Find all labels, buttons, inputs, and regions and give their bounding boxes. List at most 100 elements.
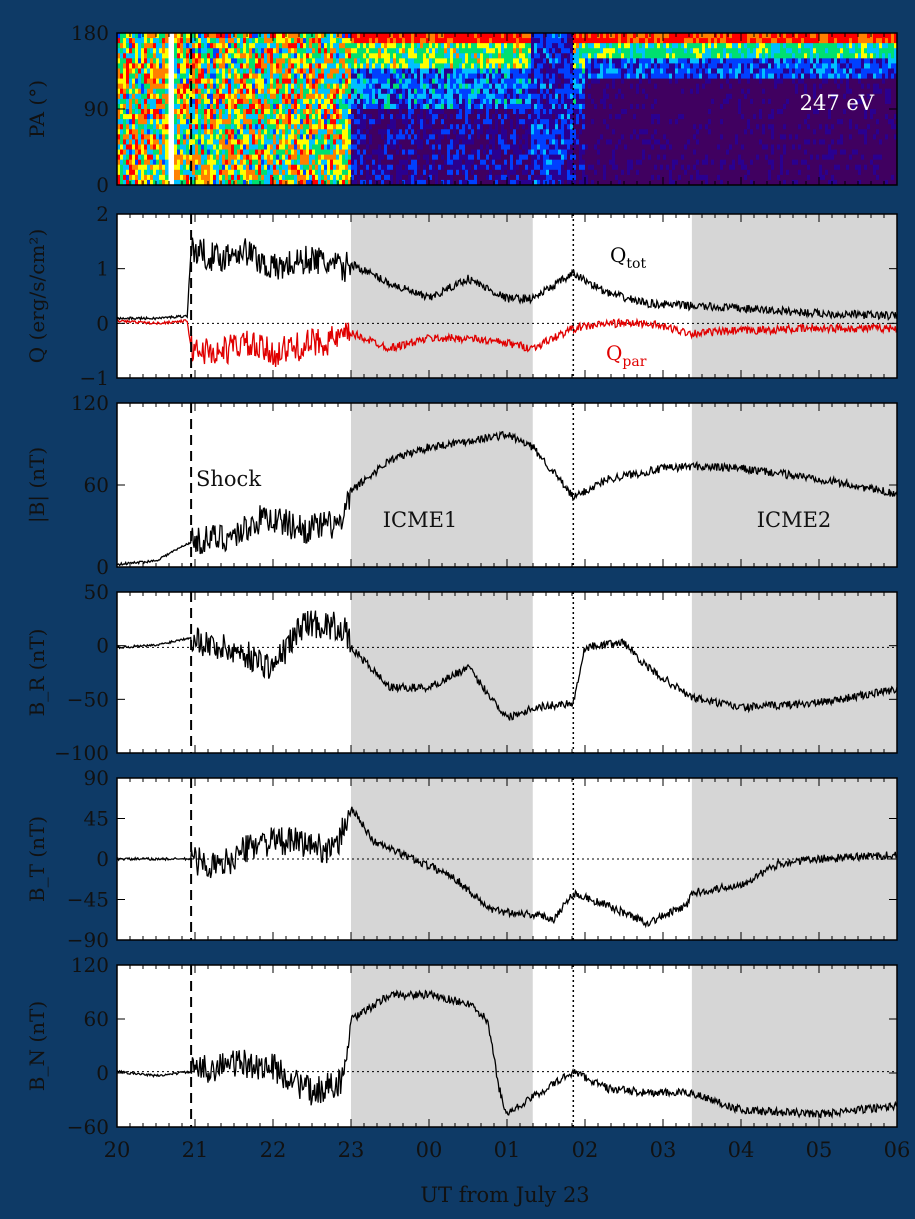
spectrogram-cell — [435, 63, 439, 69]
spectrogram-cell — [510, 129, 514, 135]
spectrogram-cell — [330, 103, 334, 110]
spectrogram-cell — [177, 169, 181, 176]
spectrogram-cell — [156, 169, 160, 176]
spectrogram-cell — [351, 144, 355, 151]
spectrogram-cell — [414, 43, 418, 49]
spectrogram-cell — [294, 43, 298, 49]
spectrogram-cell — [396, 68, 400, 75]
spectrogram-cell — [201, 164, 205, 171]
spectrogram-cell — [618, 114, 622, 120]
spectrogram-cell — [315, 159, 319, 166]
spectrogram-cell — [360, 179, 364, 186]
spectrogram-cell — [300, 174, 304, 181]
spectrogram-cell — [516, 53, 520, 59]
spectrogram-cell — [237, 93, 241, 100]
spectrogram-cell — [195, 144, 199, 151]
spectrogram-cell — [414, 154, 418, 161]
spectrogram-cell — [366, 134, 370, 140]
spectrogram-cell — [384, 109, 388, 115]
spectrogram-cell — [147, 58, 151, 64]
spectrogram-cell — [255, 98, 259, 105]
spectrogram-cell — [159, 48, 163, 54]
spectrogram-cell — [486, 134, 490, 140]
spectrogram-cell — [234, 109, 238, 115]
spectrogram-cell — [231, 53, 235, 59]
spectrogram-cell — [270, 68, 274, 75]
spectrogram-cell — [336, 119, 340, 125]
spectrogram-cell — [567, 73, 571, 80]
spectrogram-cell — [381, 109, 385, 115]
spectrogram-cell — [546, 93, 550, 100]
spectrogram-cell — [207, 114, 211, 120]
spectrogram-cell — [309, 134, 313, 140]
spectrogram-cell — [300, 114, 304, 120]
spectrogram-cell — [399, 169, 403, 176]
spectrogram-cell — [459, 114, 463, 120]
spectrogram-cell — [399, 43, 403, 49]
spectrogram-cell — [417, 58, 421, 64]
spectrogram-cell — [210, 53, 214, 59]
spectrogram-cell — [270, 48, 274, 54]
spectrogram-cell — [414, 169, 418, 176]
spectrogram-cell — [384, 174, 388, 181]
spectrogram-cell — [417, 98, 421, 105]
spectrogram-cell — [414, 103, 418, 110]
spectrogram-cell — [144, 73, 148, 80]
spectrogram-cell — [165, 78, 169, 85]
spectrogram-cell — [120, 159, 124, 166]
spectrogram-cell — [588, 88, 592, 95]
spectrogram-cell — [249, 144, 253, 151]
spectrogram-cell — [315, 33, 319, 39]
spectrogram-cell — [315, 93, 319, 100]
spectrogram-cell — [603, 129, 607, 135]
spectrogram-cell — [552, 33, 556, 39]
spectrogram-cell — [297, 78, 301, 85]
spectrogram-cell — [570, 159, 574, 166]
spectrogram-cell — [429, 88, 433, 95]
spectrogram-cell — [186, 124, 190, 130]
spectrogram-cell — [309, 63, 313, 69]
spectrogram-cell — [282, 109, 286, 115]
spectrogram-cell — [147, 48, 151, 54]
spectrogram-cell — [405, 144, 409, 151]
spectrogram-cell — [579, 78, 583, 85]
spectrogram-cell — [255, 114, 259, 120]
spectrogram-cell — [246, 68, 250, 75]
spectrogram-cell — [264, 33, 268, 39]
spectrogram-cell — [540, 103, 544, 110]
spectrogram-cell — [588, 53, 592, 59]
spectrogram-cell — [207, 53, 211, 59]
spectrogram-cell — [423, 149, 427, 156]
spectrogram-cell — [123, 98, 127, 105]
spectrogram-cell — [129, 103, 133, 110]
spectrogram-cell — [318, 144, 322, 151]
spectrogram-cell — [345, 93, 349, 100]
spectrogram-cell — [165, 119, 169, 125]
spectrogram-cell — [360, 144, 364, 151]
spectrogram-cell — [333, 48, 337, 54]
spectrogram-cell — [357, 53, 361, 59]
spectrogram-cell — [225, 33, 229, 39]
spectrogram-cell — [411, 73, 415, 80]
spectrogram-cell — [537, 48, 541, 54]
spectrogram-cell — [486, 48, 490, 54]
spectrogram-cell — [516, 43, 520, 49]
spectrogram-cell — [393, 33, 397, 39]
spectrogram-cell — [180, 119, 184, 125]
spectrogram-cell — [357, 129, 361, 135]
spectrogram-cell — [495, 159, 499, 166]
spectrogram-cell — [456, 129, 460, 135]
spectrogram-cell — [309, 88, 313, 95]
spectrogram-cell — [333, 53, 337, 59]
spectrogram-cell — [291, 33, 295, 39]
spectrogram-cell — [117, 139, 121, 145]
spectrogram-cell — [483, 63, 487, 69]
spectrogram-cell — [459, 144, 463, 151]
spectrogram-cell — [618, 43, 622, 49]
spectrogram-cell — [417, 169, 421, 176]
spectrogram-cell — [543, 93, 547, 100]
spectrogram-cell — [396, 134, 400, 140]
spectrogram-cell — [396, 58, 400, 64]
spectrogram-cell — [345, 58, 349, 64]
